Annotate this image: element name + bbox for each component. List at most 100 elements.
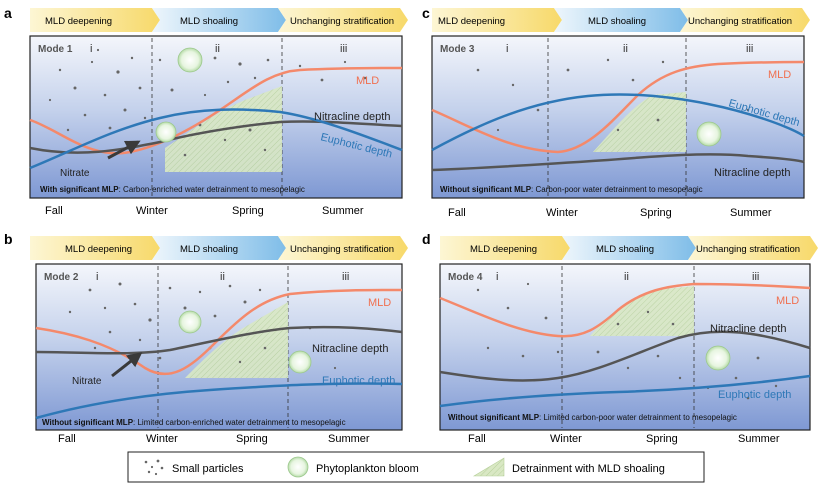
euphotic-line: [431, 93, 805, 152]
nitracline-label: Nitracline depth: [714, 167, 790, 179]
caption-rest: : Limited carbon-enriched water detrainm…: [133, 418, 346, 427]
phase-label-deepening: MLD deepening: [438, 16, 505, 27]
stage-label: i: [90, 43, 92, 55]
phase-arrow-deepening: [440, 236, 570, 260]
phase-label-shoaling: MLD shoaling: [596, 244, 654, 255]
season-label: Winter: [146, 433, 178, 445]
season-label: Fall: [45, 205, 63, 217]
phase-label-stratification: Unchanging stratification: [290, 244, 394, 255]
mld-label: MLD: [776, 295, 799, 307]
phase-label-stratification: Unchanging stratification: [688, 16, 792, 27]
stage-label: i: [496, 271, 498, 283]
nitracline-label: Nitracline depth: [314, 111, 390, 123]
nitracline-line: [439, 330, 811, 382]
phytoplankton-bloom: [178, 310, 202, 334]
stage-label: ii: [624, 271, 629, 283]
phase-arrow-stratification: [680, 8, 810, 32]
phase-arrow-deepening: [432, 8, 562, 32]
bloom-icon: [287, 456, 309, 478]
mode-label: Mode 4: [448, 272, 483, 283]
caption-bold: With significant MLP: [40, 185, 119, 194]
legend-label-detrainment: Detrainment with MLD shoaling: [512, 463, 665, 475]
phytoplankton-bloom: [155, 121, 177, 143]
caption-rest: : Carbon-poor water detrainment to mesop…: [531, 185, 703, 194]
season-label: Spring: [640, 207, 672, 219]
caption-bold: Without significant MLP: [440, 185, 532, 194]
season-label: Spring: [236, 433, 268, 445]
detrainment-icon: [472, 457, 505, 477]
phase-arrow-stratification: [278, 236, 408, 260]
euphotic-label: Euphotic depth: [322, 375, 395, 387]
panel-letter: d: [422, 231, 431, 247]
nitracline-label: Nitracline depth: [710, 323, 786, 335]
nitracline-label: Nitracline depth: [312, 343, 388, 355]
nitrate-arrow: [111, 352, 143, 378]
panel-letter: c: [422, 5, 430, 21]
phase-label-deepening: MLD deepening: [45, 16, 112, 27]
phytoplankton-bloom: [696, 121, 722, 147]
legend-label-bloom: Phytoplankton bloom: [316, 463, 419, 475]
season-label: Fall: [448, 207, 466, 219]
stage-label: i: [506, 43, 508, 55]
season-label: Summer: [322, 205, 364, 217]
euphotic-label: Euphotic depth: [718, 389, 791, 401]
season-label: Spring: [646, 433, 678, 445]
season-label: Fall: [468, 433, 486, 445]
season-label: Summer: [738, 433, 780, 445]
phytoplankton-bloom: [177, 47, 203, 73]
nitracline-line: [35, 325, 403, 355]
phase-label-stratification: Unchanging stratification: [696, 244, 800, 255]
legend-box: [127, 451, 705, 483]
detrainment-area: [593, 92, 686, 152]
mld-label: MLD: [768, 69, 791, 81]
detrainment-area: [590, 286, 694, 336]
phase-label-stratification: Unchanging stratification: [290, 16, 394, 27]
phase-label-shoaling: MLD shoaling: [180, 244, 238, 255]
phase-arrow-deepening: [30, 236, 160, 260]
mld-line: [439, 282, 811, 338]
phytoplankton-bloom: [288, 350, 312, 374]
mld-label: MLD: [356, 75, 379, 87]
mode-label: Mode 1: [38, 44, 73, 55]
small-particles: [68, 282, 337, 370]
season-label: Summer: [730, 207, 772, 219]
panel-letter: b: [4, 231, 13, 247]
season-label: Spring: [232, 205, 264, 217]
mode-label: Mode 3: [440, 44, 475, 55]
phase-label-shoaling: MLD shoaling: [180, 16, 238, 27]
stage-label: iii: [752, 271, 759, 283]
nitracline-line: [29, 120, 403, 154]
small-particles-icon: [144, 459, 164, 476]
euphotic-line: [29, 108, 403, 170]
mode-label: Mode 2: [44, 272, 79, 283]
nitracline-line: [431, 153, 805, 172]
nitrate-label: Nitrate: [60, 168, 90, 179]
caption-rest: : Carbon-enriched water detrainment to m…: [119, 185, 305, 194]
panel-a: a MLD deepening MLD shoaling Unchanging …: [4, 5, 408, 217]
mode-caption: Without significant MLP: Carbon-poor wat…: [440, 185, 703, 194]
caption-rest: : Limited carbon-poor water detrainment …: [539, 413, 737, 422]
nitrate-arrow: [107, 140, 141, 160]
nitrate-label: Nitrate: [72, 376, 102, 387]
phase-label-deepening: MLD deepening: [65, 244, 132, 255]
phase-arrow-deepening: [30, 8, 160, 32]
stage-label: ii: [220, 271, 225, 283]
season-label: Winter: [550, 433, 582, 445]
phase-arrow-shoaling: [562, 236, 696, 260]
phase-arrow-shoaling: [152, 8, 286, 32]
mld-line: [431, 60, 805, 154]
stage-label: i: [96, 271, 98, 283]
panel-d: d MLD deepening MLD shoaling Unchanging …: [422, 231, 818, 445]
panel-c: c MLD deepening MLD shoaling Unchanging …: [422, 5, 810, 219]
phase-arrow-stratification: [688, 236, 818, 260]
panel-b: b MLD deepening MLD shoaling Unchanging …: [4, 231, 408, 445]
phase-arrow-shoaling: [152, 236, 286, 260]
mld-label: MLD: [368, 297, 391, 309]
panel-letter: a: [4, 5, 12, 21]
season-label: Fall: [58, 433, 76, 445]
small-particles: [476, 282, 778, 400]
season-label: Winter: [546, 207, 578, 219]
euphotic-line: [35, 382, 403, 420]
phase-label-deepening: MLD deepening: [470, 244, 537, 255]
